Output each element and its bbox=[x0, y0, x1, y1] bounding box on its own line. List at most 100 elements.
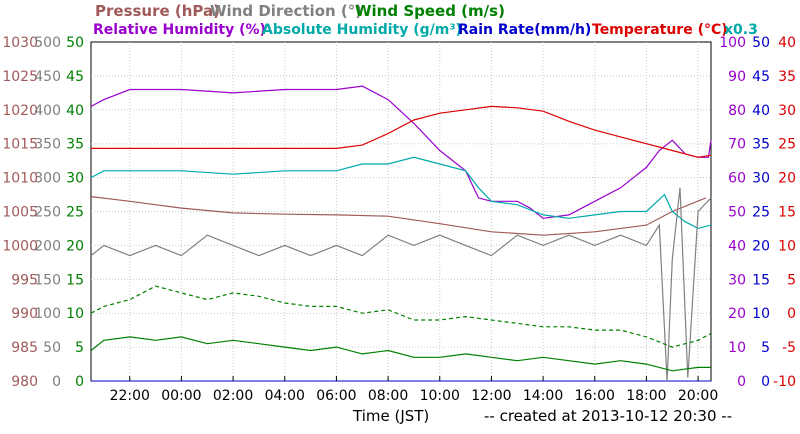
left-tick-label: 30 bbox=[66, 171, 84, 187]
right-tick-label: 50 bbox=[752, 35, 770, 51]
right-axes: 0102030405060708090100051015202530354045… bbox=[719, 35, 796, 390]
right-tick-label: 80 bbox=[728, 103, 746, 119]
series-line bbox=[90, 156, 712, 230]
left-tick-label: 250 bbox=[34, 205, 61, 221]
left-axes: 9809859909951000100510101015102010251030… bbox=[2, 35, 84, 390]
left-tick-label: 350 bbox=[34, 137, 61, 153]
left-tick-label: 200 bbox=[34, 238, 61, 254]
x-tick-label: 08:00 bbox=[368, 388, 408, 404]
series-line bbox=[91, 105, 712, 158]
x-tick-label: 16:00 bbox=[575, 388, 615, 404]
left-tick-label: 25 bbox=[66, 205, 84, 221]
x-tick-label: 18:00 bbox=[626, 388, 666, 404]
right-tick-label: 50 bbox=[728, 205, 746, 221]
x-tick-label: 12:00 bbox=[471, 388, 511, 404]
right-tick-label: 35 bbox=[752, 137, 770, 153]
right-tick-label: 70 bbox=[728, 137, 746, 153]
left-tick-label: 400 bbox=[34, 103, 61, 119]
left-tick-label: 0 bbox=[75, 374, 84, 390]
right-tick-label: 15 bbox=[778, 205, 796, 221]
right-tick-label: 100 bbox=[719, 35, 746, 51]
left-tick-label: 35 bbox=[66, 137, 84, 153]
legend-item: Rain Rate(mm/h) bbox=[458, 22, 591, 38]
left-tick-label: 1000 bbox=[2, 238, 38, 254]
legend-item: x0.3 bbox=[724, 22, 758, 38]
left-tick-label: 50 bbox=[66, 35, 84, 51]
left-tick-label: 1025 bbox=[2, 69, 38, 85]
right-tick-label: 35 bbox=[778, 69, 796, 85]
left-tick-label: 1030 bbox=[2, 35, 38, 51]
right-tick-label: 10 bbox=[752, 306, 770, 322]
left-tick-label: 1005 bbox=[2, 205, 38, 221]
right-tick-label: 25 bbox=[778, 137, 796, 153]
left-tick-label: 995 bbox=[11, 272, 38, 288]
left-tick-label: 150 bbox=[34, 272, 61, 288]
x-tick-label: 22:00 bbox=[110, 388, 150, 404]
x-tick-label: 14:00 bbox=[523, 388, 563, 404]
right-tick-label: 30 bbox=[752, 171, 770, 187]
right-tick-label: 20 bbox=[752, 238, 770, 254]
left-tick-label: 980 bbox=[11, 374, 38, 390]
right-tick-label: 40 bbox=[752, 103, 770, 119]
x-tick-label: 04:00 bbox=[265, 388, 305, 404]
series-line bbox=[90, 336, 711, 372]
left-tick-label: 450 bbox=[34, 69, 61, 85]
x-tick-label: 00:00 bbox=[161, 388, 201, 404]
left-tick-label: 100 bbox=[34, 306, 61, 322]
right-tick-label: 30 bbox=[728, 272, 746, 288]
right-tick-label: 0 bbox=[737, 374, 746, 390]
legend-item: Pressure (hPa) bbox=[95, 2, 220, 20]
plot-grid bbox=[90, 41, 712, 382]
right-tick-label: 5 bbox=[787, 272, 796, 288]
right-tick-label: 45 bbox=[752, 69, 770, 85]
right-tick-label: 40 bbox=[778, 35, 796, 51]
left-tick-label: 990 bbox=[11, 306, 38, 322]
right-tick-label: 40 bbox=[728, 238, 746, 254]
right-tick-label: 20 bbox=[728, 306, 746, 322]
x-tick-label: 20:00 bbox=[678, 388, 718, 404]
right-tick-label: 0 bbox=[761, 374, 770, 390]
right-tick-label: -5 bbox=[782, 340, 796, 356]
x-axis: 22:00 00:00 02:00 04:00 06:00 08:00 10:00 12:00… bbox=[110, 376, 718, 404]
left-tick-label: 15 bbox=[66, 272, 84, 288]
left-tick-label: 1010 bbox=[2, 171, 38, 187]
series-line bbox=[90, 187, 712, 382]
right-tick-label: 25 bbox=[752, 205, 770, 221]
left-tick-label: 0 bbox=[52, 374, 61, 390]
right-tick-label: 10 bbox=[728, 340, 746, 356]
created-footer: -- created at 2013-10-12 20:30 -- bbox=[484, 407, 732, 425]
right-tick-label: 15 bbox=[752, 272, 770, 288]
series-line bbox=[90, 196, 707, 236]
legend-item: Wind Direction (°) bbox=[210, 2, 362, 20]
legend-item: Temperature (°C) bbox=[592, 22, 728, 38]
left-tick-label: 1020 bbox=[2, 103, 38, 119]
legend-item: Absolute Humidity (g/m³) bbox=[262, 22, 462, 38]
x-tick-label: 06:00 bbox=[316, 388, 356, 404]
left-tick-label: 1015 bbox=[2, 137, 38, 153]
plot-series bbox=[90, 85, 712, 382]
series-line bbox=[90, 285, 712, 348]
right-tick-label: 0 bbox=[787, 306, 796, 322]
series-line bbox=[90, 85, 712, 219]
left-tick-label: 40 bbox=[66, 103, 84, 119]
right-tick-label: 5 bbox=[761, 340, 770, 356]
left-tick-label: 50 bbox=[43, 340, 61, 356]
left-tick-label: 45 bbox=[66, 69, 84, 85]
right-tick-label: 20 bbox=[778, 171, 796, 187]
left-tick-label: 985 bbox=[11, 340, 38, 356]
left-tick-label: 10 bbox=[66, 306, 84, 322]
left-tick-label: 300 bbox=[34, 171, 61, 187]
legend: Pressure (hPa)Wind Direction (°)Wind Spe… bbox=[93, 2, 758, 38]
right-tick-label: -10 bbox=[773, 374, 796, 390]
legend-item: Wind Speed (m/s) bbox=[355, 2, 505, 20]
left-tick-label: 500 bbox=[34, 35, 61, 51]
left-tick-label: 5 bbox=[75, 340, 84, 356]
x-axis-label: Time (JST) bbox=[352, 407, 429, 425]
right-tick-label: 10 bbox=[778, 238, 796, 254]
legend-item: Relative Humidity (%) bbox=[93, 22, 266, 38]
right-tick-label: 90 bbox=[728, 69, 746, 85]
left-tick-label: 20 bbox=[66, 238, 84, 254]
x-tick-label: 02:00 bbox=[213, 388, 253, 404]
x-tick-label: 10:00 bbox=[420, 388, 460, 404]
